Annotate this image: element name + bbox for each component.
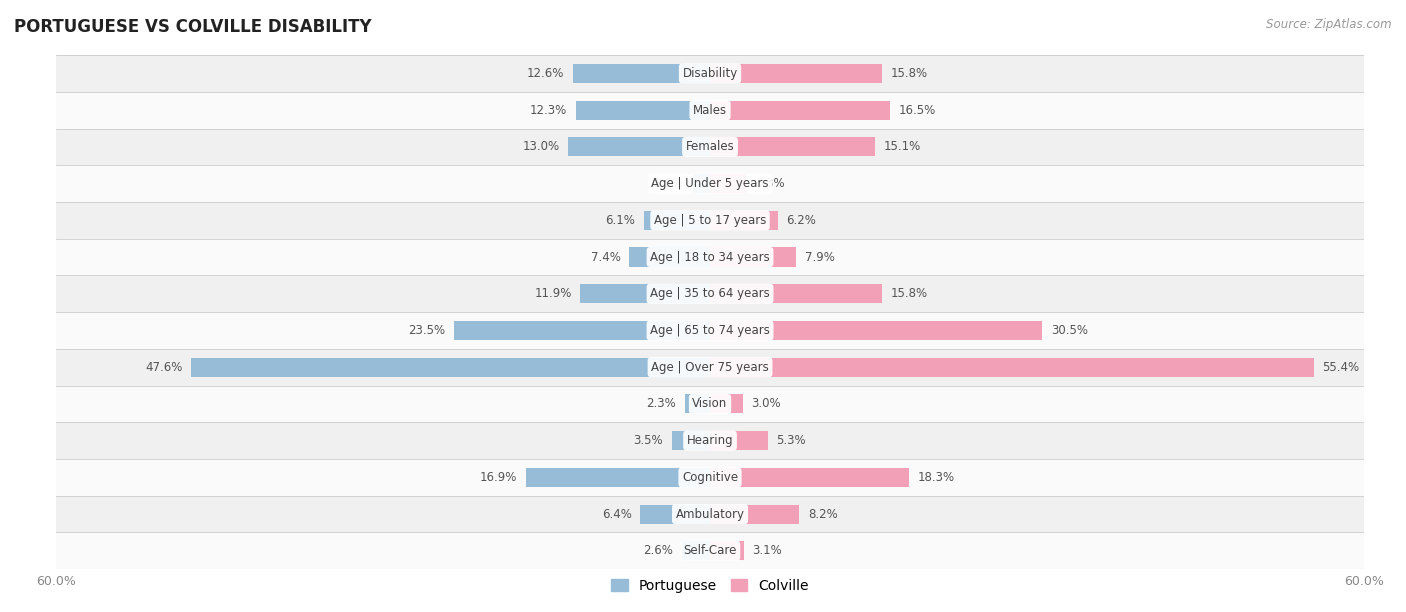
Text: 5.3%: 5.3% — [776, 434, 806, 447]
Text: 2.6%: 2.6% — [643, 544, 673, 558]
Text: 47.6%: 47.6% — [145, 360, 183, 374]
Bar — [710, 468, 910, 487]
Bar — [568, 137, 710, 157]
Text: 3.5%: 3.5% — [634, 434, 664, 447]
Text: 6.1%: 6.1% — [605, 214, 636, 227]
Text: 13.0%: 13.0% — [523, 140, 560, 154]
Text: 15.8%: 15.8% — [891, 67, 928, 80]
Bar — [56, 496, 1364, 532]
Bar — [682, 541, 710, 561]
Text: 3.3%: 3.3% — [755, 177, 785, 190]
Text: Age | 35 to 64 years: Age | 35 to 64 years — [650, 287, 770, 300]
Bar — [710, 64, 882, 83]
Bar — [710, 211, 778, 230]
Text: 12.6%: 12.6% — [527, 67, 564, 80]
Text: Females: Females — [686, 140, 734, 154]
Bar — [710, 541, 744, 561]
Bar — [56, 92, 1364, 129]
Bar — [56, 55, 1364, 92]
Text: Vision: Vision — [692, 397, 728, 411]
Text: 8.2%: 8.2% — [808, 507, 838, 521]
Bar — [572, 64, 710, 83]
Bar — [56, 459, 1364, 496]
Text: Age | 5 to 17 years: Age | 5 to 17 years — [654, 214, 766, 227]
Text: Age | 18 to 34 years: Age | 18 to 34 years — [650, 250, 770, 264]
Bar — [56, 349, 1364, 386]
Bar — [640, 504, 710, 524]
Bar — [710, 357, 1313, 377]
Text: Age | 65 to 74 years: Age | 65 to 74 years — [650, 324, 770, 337]
Text: 2.3%: 2.3% — [647, 397, 676, 411]
Bar — [576, 100, 710, 120]
Text: 12.3%: 12.3% — [530, 103, 567, 117]
Text: Cognitive: Cognitive — [682, 471, 738, 484]
Text: Age | Over 75 years: Age | Over 75 years — [651, 360, 769, 374]
Text: 3.1%: 3.1% — [752, 544, 782, 558]
Bar — [630, 247, 710, 267]
Bar — [710, 321, 1042, 340]
Text: 55.4%: 55.4% — [1323, 360, 1360, 374]
Bar — [454, 321, 710, 340]
Bar — [191, 357, 710, 377]
Bar — [56, 312, 1364, 349]
Text: 6.2%: 6.2% — [786, 214, 815, 227]
Text: 6.4%: 6.4% — [602, 507, 631, 521]
Text: 15.8%: 15.8% — [891, 287, 928, 300]
Bar — [56, 129, 1364, 165]
Bar — [56, 202, 1364, 239]
Text: Hearing: Hearing — [686, 434, 734, 447]
Bar — [693, 174, 710, 193]
Bar — [56, 422, 1364, 459]
Bar — [710, 284, 882, 304]
Bar — [710, 247, 796, 267]
Bar — [710, 137, 875, 157]
Text: 7.9%: 7.9% — [804, 250, 835, 264]
Text: 3.0%: 3.0% — [751, 397, 782, 411]
Bar — [581, 284, 710, 304]
Bar — [710, 504, 800, 524]
Text: PORTUGUESE VS COLVILLE DISABILITY: PORTUGUESE VS COLVILLE DISABILITY — [14, 18, 371, 36]
Bar — [710, 431, 768, 450]
Bar — [710, 394, 742, 414]
Bar — [56, 165, 1364, 202]
Text: 15.1%: 15.1% — [883, 140, 921, 154]
Text: Ambulatory: Ambulatory — [675, 507, 745, 521]
Bar — [710, 174, 747, 193]
Bar — [685, 394, 710, 414]
Text: 18.3%: 18.3% — [918, 471, 955, 484]
Text: 16.5%: 16.5% — [898, 103, 936, 117]
Text: Age | Under 5 years: Age | Under 5 years — [651, 177, 769, 190]
Text: Self-Care: Self-Care — [683, 544, 737, 558]
Text: Source: ZipAtlas.com: Source: ZipAtlas.com — [1267, 18, 1392, 31]
Text: 23.5%: 23.5% — [408, 324, 446, 337]
Bar — [672, 431, 710, 450]
Text: 30.5%: 30.5% — [1052, 324, 1088, 337]
Text: 16.9%: 16.9% — [479, 471, 517, 484]
Text: 7.4%: 7.4% — [591, 250, 620, 264]
Bar — [526, 468, 710, 487]
Bar — [56, 239, 1364, 275]
Text: 1.6%: 1.6% — [654, 177, 683, 190]
Text: 11.9%: 11.9% — [534, 287, 572, 300]
Text: Males: Males — [693, 103, 727, 117]
Bar — [56, 532, 1364, 569]
Bar — [56, 386, 1364, 422]
Bar — [710, 100, 890, 120]
Bar — [56, 275, 1364, 312]
Bar — [644, 211, 710, 230]
Legend: Portuguese, Colville: Portuguese, Colville — [606, 573, 814, 598]
Text: Disability: Disability — [682, 67, 738, 80]
